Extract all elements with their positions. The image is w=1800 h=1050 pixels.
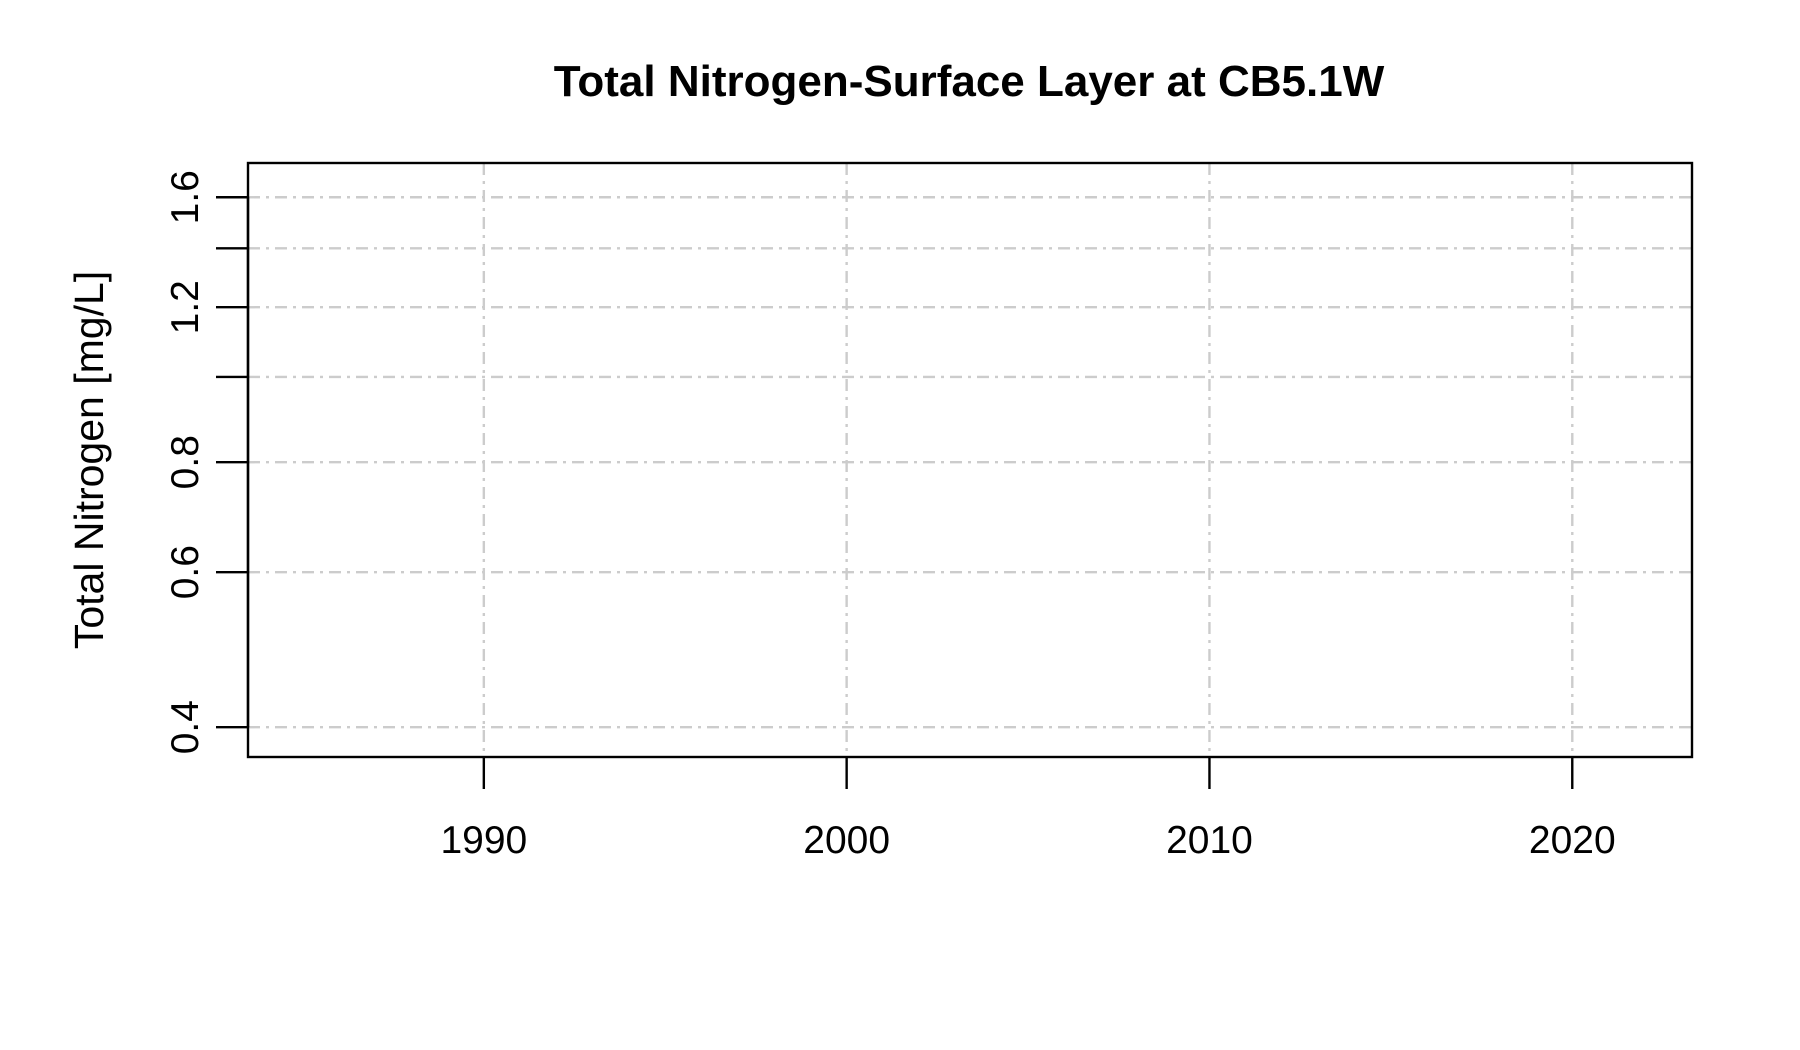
y-tick-label: 0.4 (164, 700, 207, 754)
x-tick-label: 2000 (803, 819, 890, 862)
chart-title: Total Nitrogen-Surface Layer at CB5.1W (554, 57, 1385, 106)
x-tick-label: 2020 (1529, 819, 1616, 862)
grid-lines (248, 163, 1692, 757)
x-tick-label: 2010 (1166, 819, 1253, 862)
x-tick-label: 1990 (440, 819, 527, 862)
y-tick-label: 0.6 (164, 545, 207, 599)
y-tick-label: 1.2 (164, 280, 207, 334)
y-axis-label: Total Nitrogen [mg/L] (66, 271, 112, 649)
y-tick-label: 1.6 (164, 170, 207, 224)
y-axis: 0.4 0.6 0.8 1.2 1.6 (164, 170, 250, 754)
plot-area (246, 161, 1694, 759)
y-tick-label: 0.8 (164, 435, 207, 489)
x-axis: 1990 2000 2010 2020 (440, 757, 1616, 862)
